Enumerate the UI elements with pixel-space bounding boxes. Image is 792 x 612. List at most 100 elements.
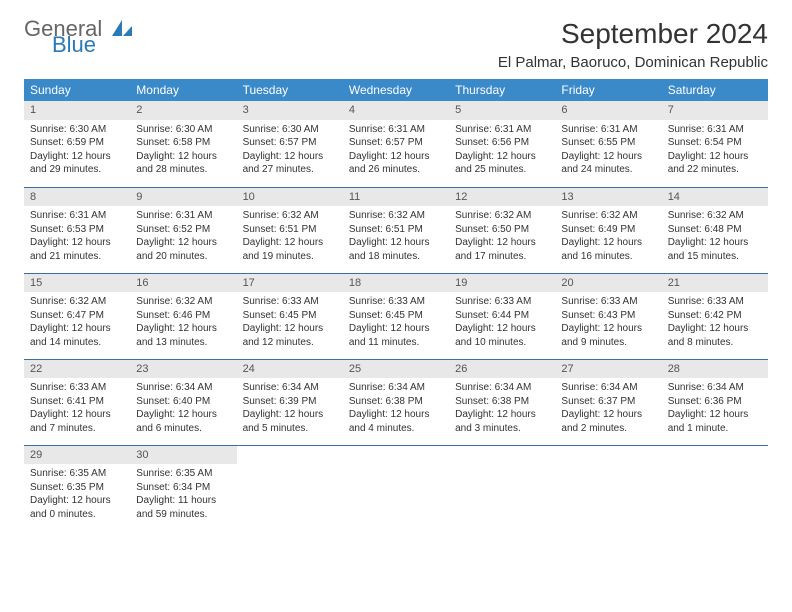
sunrise-text: Sunrise: 6:31 AM — [30, 209, 124, 223]
day-body: Sunrise: 6:33 AMSunset: 6:41 PMDaylight:… — [24, 378, 130, 439]
day-number: 18 — [343, 274, 449, 293]
sunset-text: Sunset: 6:35 PM — [30, 481, 124, 495]
calendar-day-cell: 17Sunrise: 6:33 AMSunset: 6:45 PMDayligh… — [237, 273, 343, 359]
sunrise-text: Sunrise: 6:32 AM — [243, 209, 337, 223]
sunrise-text: Sunrise: 6:30 AM — [30, 123, 124, 137]
calendar-table: SundayMondayTuesdayWednesdayThursdayFrid… — [24, 79, 768, 531]
day-body: Sunrise: 6:33 AMSunset: 6:45 PMDaylight:… — [343, 292, 449, 353]
weekday-header: Tuesday — [237, 79, 343, 101]
calendar-day-cell: 11 Sunrise: 6:32 AMSunset: 6:51 PMDayligh… — [343, 187, 449, 273]
calendar-day-cell: 1Sunrise: 6:30 AMSunset: 6:59 PMDaylight… — [24, 101, 130, 187]
day-body: Sunrise: 6:32 AMSunset: 6:46 PMDaylight:… — [130, 292, 236, 353]
day-number: 7 — [662, 101, 768, 120]
daylight-text-2: and 13 minutes. — [136, 336, 230, 350]
daylight-text-1: Daylight: 12 hours — [30, 408, 124, 422]
sunset-text: Sunset: 6:45 PM — [349, 309, 443, 323]
sunrise-text: Sunrise: 6:32 AM — [668, 209, 762, 223]
sunrise-text: Sunrise: 6:33 AM — [243, 295, 337, 309]
daylight-text-1: Daylight: 12 hours — [349, 236, 443, 250]
sunrise-text: Sunrise: 6:34 AM — [668, 381, 762, 395]
daylight-text-1: Daylight: 12 hours — [30, 322, 124, 336]
daylight-text-2: and 28 minutes. — [136, 163, 230, 177]
day-body: Sunrise: 6:33 AMSunset: 6:43 PMDaylight:… — [555, 292, 661, 353]
sunset-text: Sunset: 6:36 PM — [668, 395, 762, 409]
calendar-day-cell: .. — [662, 445, 768, 531]
daylight-text-2: and 7 minutes. — [30, 422, 124, 436]
daylight-text-2: and 25 minutes. — [455, 163, 549, 177]
sunrise-text: Sunrise: 6:34 AM — [243, 381, 337, 395]
day-number: 25 — [343, 360, 449, 379]
weekday-header: Friday — [555, 79, 661, 101]
sunset-text: Sunset: 6:53 PM — [30, 223, 124, 237]
calendar-day-cell: 30Sunrise: 6:35 AMSunset: 6:34 PMDayligh… — [130, 445, 236, 531]
daylight-text-2: and 10 minutes. — [455, 336, 549, 350]
calendar-day-cell: 7Sunrise: 6:31 AMSunset: 6:54 PMDaylight… — [662, 101, 768, 187]
day-body: Sunrise: 6:30 AMSunset: 6:58 PMDaylight:… — [130, 120, 236, 181]
daylight-text-1: Daylight: 12 hours — [455, 408, 549, 422]
daylight-text-2: and 15 minutes. — [668, 250, 762, 264]
calendar-day-cell: 5Sunrise: 6:31 AMSunset: 6:56 PMDaylight… — [449, 101, 555, 187]
sunrise-text: Sunrise: 6:32 AM — [561, 209, 655, 223]
daylight-text-1: Daylight: 12 hours — [455, 236, 549, 250]
calendar-day-cell: 8Sunrise: 6:31 AMSunset: 6:53 PMDaylight… — [24, 187, 130, 273]
sunset-text: Sunset: 6:51 PM — [349, 223, 443, 237]
calendar-day-cell: 14Sunrise: 6:32 AMSunset: 6:48 PMDayligh… — [662, 187, 768, 273]
sunrise-text: Sunrise: 6:34 AM — [349, 381, 443, 395]
daylight-text-1: Daylight: 12 hours — [243, 322, 337, 336]
daylight-text-2: and 11 minutes. — [349, 336, 443, 350]
daylight-text-2: and 26 minutes. — [349, 163, 443, 177]
day-number: 5 — [449, 101, 555, 120]
sunset-text: Sunset: 6:57 PM — [243, 136, 337, 150]
day-number: 4 — [343, 101, 449, 120]
daylight-text-2: and 16 minutes. — [561, 250, 655, 264]
day-number: 2 — [130, 101, 236, 120]
weekday-header: Sunday — [24, 79, 130, 101]
daylight-text-2: and 21 minutes. — [30, 250, 124, 264]
calendar-day-cell: .. — [449, 445, 555, 531]
day-number: 20 — [555, 274, 661, 293]
sunset-text: Sunset: 6:39 PM — [243, 395, 337, 409]
day-body: Sunrise: 6:31 AMSunset: 6:54 PMDaylight:… — [662, 120, 768, 181]
sunrise-text: Sunrise: 6:32 AM — [349, 209, 443, 223]
daylight-text-1: Daylight: 12 hours — [243, 150, 337, 164]
calendar-week-row: 22Sunrise: 6:33 AMSunset: 6:41 PMDayligh… — [24, 359, 768, 445]
day-number: 30 — [130, 446, 236, 465]
daylight-text-1: Daylight: 12 hours — [243, 236, 337, 250]
sunrise-text: Sunrise: 6:35 AM — [30, 467, 124, 481]
sunset-text: Sunset: 6:49 PM — [561, 223, 655, 237]
calendar-body: 1Sunrise: 6:30 AMSunset: 6:59 PMDaylight… — [24, 101, 768, 531]
daylight-text-1: Daylight: 12 hours — [668, 236, 762, 250]
daylight-text-1: Daylight: 12 hours — [668, 150, 762, 164]
calendar-day-cell: 23Sunrise: 6:34 AMSunset: 6:40 PMDayligh… — [130, 359, 236, 445]
day-body: Sunrise: 6:34 AMSunset: 6:37 PMDaylight:… — [555, 378, 661, 439]
calendar-day-cell: 9Sunrise: 6:31 AMSunset: 6:52 PMDaylight… — [130, 187, 236, 273]
sunset-text: Sunset: 6:34 PM — [136, 481, 230, 495]
sunset-text: Sunset: 6:42 PM — [668, 309, 762, 323]
sunset-text: Sunset: 6:51 PM — [243, 223, 337, 237]
day-number: 3 — [237, 101, 343, 120]
day-number: 15 — [24, 274, 130, 293]
daylight-text-2: and 4 minutes. — [349, 422, 443, 436]
day-number: 11 — [343, 188, 449, 207]
sunset-text: Sunset: 6:55 PM — [561, 136, 655, 150]
month-title: September 2024 — [498, 18, 768, 50]
sunrise-text: Sunrise: 6:35 AM — [136, 467, 230, 481]
day-number: 16 — [130, 274, 236, 293]
day-body: Sunrise: 6:32 AMSunset: 6:47 PMDaylight:… — [24, 292, 130, 353]
calendar-day-cell: 20Sunrise: 6:33 AMSunset: 6:43 PMDayligh… — [555, 273, 661, 359]
day-body: Sunrise: 6:35 AMSunset: 6:34 PMDaylight:… — [130, 464, 236, 525]
day-body: Sunrise: 6:31 AMSunset: 6:55 PMDaylight:… — [555, 120, 661, 181]
calendar-day-cell: 12Sunrise: 6:32 AMSunset: 6:50 PMDayligh… — [449, 187, 555, 273]
calendar-day-cell: 29Sunrise: 6:35 AMSunset: 6:35 PMDayligh… — [24, 445, 130, 531]
daylight-text-2: and 27 minutes. — [243, 163, 337, 177]
sunset-text: Sunset: 6:44 PM — [455, 309, 549, 323]
weekday-header: Thursday — [449, 79, 555, 101]
daylight-text-2: and 22 minutes. — [668, 163, 762, 177]
day-number: 24 — [237, 360, 343, 379]
day-body: Sunrise: 6:32 AMSunset: 6:49 PMDaylight:… — [555, 206, 661, 267]
logo-text-blue: Blue — [52, 34, 132, 56]
daylight-text-2: and 5 minutes. — [243, 422, 337, 436]
sunrise-text: Sunrise: 6:31 AM — [455, 123, 549, 137]
calendar-day-cell: 22Sunrise: 6:33 AMSunset: 6:41 PMDayligh… — [24, 359, 130, 445]
daylight-text-2: and 1 minute. — [668, 422, 762, 436]
